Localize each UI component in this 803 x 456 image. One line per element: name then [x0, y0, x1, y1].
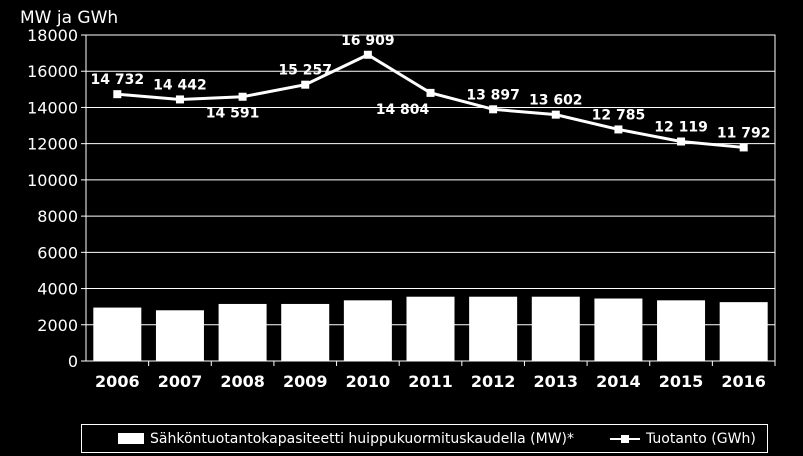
data-label: 13 602 [529, 93, 583, 109]
bar [657, 300, 706, 361]
legend: Sähköntuotantokapasiteetti huippukuormit… [81, 424, 768, 453]
data-label: 12 119 [654, 120, 708, 136]
y-tick-label: 2000 [37, 316, 78, 335]
legend-label-production: Tuotanto (GWh) [646, 430, 756, 447]
legend-label-capacity: Sähköntuotantokapasiteetti huippukuormit… [150, 430, 574, 447]
line-marker [301, 80, 310, 89]
legend-item-production: Tuotanto (GWh) [574, 431, 756, 447]
data-label: 15 257 [278, 63, 332, 79]
line-marker [551, 110, 560, 119]
x-tick-label: 2015 [659, 372, 704, 391]
line-marker [677, 137, 686, 146]
data-label: 14 804 [376, 102, 430, 118]
x-tick-label: 2011 [408, 372, 453, 391]
x-tick-label: 2010 [346, 372, 391, 391]
x-tick-label: 2006 [95, 372, 140, 391]
y-tick-label: 0 [68, 352, 78, 371]
legend-line-swatch [610, 433, 640, 445]
y-tick-label: 10000 [27, 171, 78, 190]
bar [406, 296, 455, 361]
bar [218, 303, 267, 361]
x-tick-label: 2007 [158, 372, 203, 391]
bar [343, 300, 392, 361]
y-tick-label: 16000 [27, 62, 78, 81]
data-label: 14 442 [153, 77, 207, 93]
y-tick-label: 12000 [27, 135, 78, 154]
line-marker [175, 95, 184, 104]
bar [719, 302, 768, 361]
x-tick-label: 2014 [596, 372, 641, 391]
data-label: 11 792 [717, 125, 771, 141]
x-tick-label: 2012 [471, 372, 516, 391]
line-marker [739, 143, 748, 152]
data-label: 12 785 [592, 107, 646, 123]
bar [531, 296, 580, 361]
series-line-production [117, 53, 744, 149]
data-label: 13 897 [466, 87, 520, 103]
line-marker [238, 92, 247, 101]
data-label: 14 591 [206, 106, 260, 122]
x-tick-label: 2009 [283, 372, 328, 391]
y-axis-unit-label: MW ja GWh [20, 8, 119, 28]
y-tick-label: 6000 [37, 243, 78, 262]
line-marker [614, 125, 623, 134]
y-tick-label: 4000 [37, 280, 78, 299]
y-tick-label: 18000 [27, 26, 78, 45]
y-tick-label: 8000 [37, 207, 78, 226]
bar [594, 298, 643, 361]
data-label: 14 732 [91, 72, 145, 88]
y-tick-label: 14000 [27, 98, 78, 117]
bar [155, 310, 204, 361]
legend-item-capacity: Sähköntuotantokapasiteetti huippukuormit… [82, 431, 574, 447]
bar [469, 296, 518, 361]
x-tick-label: 2013 [534, 372, 579, 391]
bar [93, 307, 142, 361]
bar [281, 303, 330, 361]
legend-bar-swatch [118, 433, 144, 444]
x-tick-label: 2008 [220, 372, 265, 391]
line-marker [426, 88, 435, 97]
data-label: 16 909 [341, 33, 395, 49]
line-marker [363, 50, 372, 59]
line-marker [113, 90, 122, 99]
x-tick-label: 2016 [721, 372, 766, 391]
line-marker [489, 105, 498, 114]
